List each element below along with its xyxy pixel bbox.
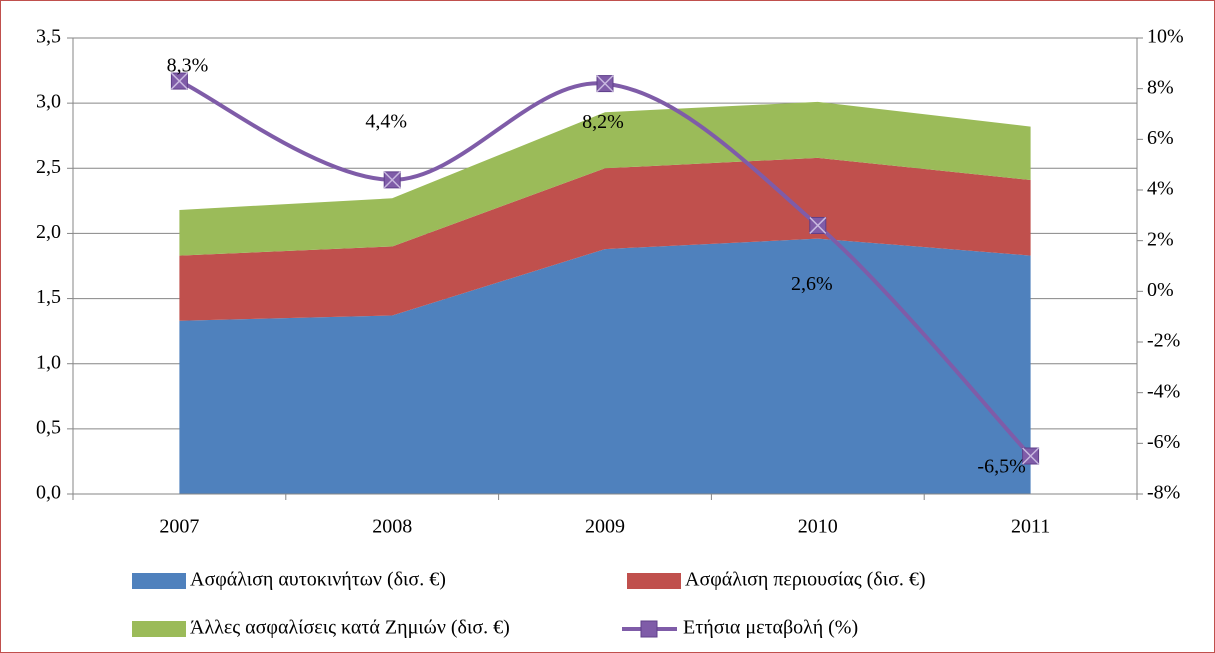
legend-swatch <box>132 573 186 589</box>
marker <box>1022 447 1040 465</box>
data-label: 8,3% <box>167 55 209 77</box>
y-tick-label: 0,5 <box>36 416 61 438</box>
legend-swatch <box>132 621 186 637</box>
y-tick-label: 3,0 <box>36 91 61 113</box>
legend-swatch <box>627 573 681 589</box>
data-label: 8,2% <box>582 111 624 133</box>
area <box>179 238 1031 494</box>
marker <box>596 75 614 93</box>
y-tick-label: 1,0 <box>36 351 61 373</box>
area <box>179 157 1031 321</box>
marker-cross <box>383 171 401 189</box>
marker-cross <box>1022 447 1040 465</box>
marker <box>383 171 401 189</box>
marker-cross <box>596 75 614 93</box>
marker <box>809 216 827 234</box>
marker-cross <box>809 216 827 234</box>
y2-tick-label: 4% <box>1147 178 1174 200</box>
data-label: -6,5% <box>977 456 1025 478</box>
y2-tick-label: -4% <box>1147 380 1180 402</box>
legend-label: Ετήσια μεταβολή (%) <box>683 617 858 639</box>
y2-tick-label: -8% <box>1147 482 1180 504</box>
y2-tick-label: 10% <box>1147 26 1184 48</box>
y-tick-label: 2,5 <box>36 156 61 178</box>
data-label: 4,4% <box>365 110 407 132</box>
y-tick-label: 2,0 <box>36 221 61 243</box>
y-tick-label: 1,5 <box>36 286 61 308</box>
x-tick-label: 2011 <box>1011 516 1050 538</box>
y-tick-label: 0,0 <box>36 482 61 504</box>
marker <box>170 72 188 90</box>
legend-label: Άλλες ασφαλίσεις κατά Ζημιών (δισ. €) <box>190 617 510 639</box>
x-tick-label: 2007 <box>159 516 199 538</box>
legend-label: Ασφάλιση αυτοκινήτων (δισ. €) <box>190 569 446 591</box>
y2-tick-label: -6% <box>1147 431 1180 453</box>
data-label: 2,6% <box>791 273 833 295</box>
y2-tick-label: 6% <box>1147 127 1174 149</box>
legend-marker <box>640 620 658 638</box>
y2-tick-label: 2% <box>1147 228 1174 250</box>
marker-cross <box>170 72 188 90</box>
y2-tick-label: 8% <box>1147 76 1174 98</box>
x-tick-label: 2008 <box>372 516 412 538</box>
y-tick-label: 3,5 <box>36 26 61 48</box>
y2-tick-label: 0% <box>1147 279 1174 301</box>
legend-label: Ασφάλιση περιουσίας (δισ. €) <box>685 569 926 591</box>
x-tick-label: 2009 <box>585 516 625 538</box>
x-tick-label: 2010 <box>798 516 838 538</box>
y2-tick-label: -2% <box>1147 330 1180 352</box>
area <box>179 101 1031 256</box>
